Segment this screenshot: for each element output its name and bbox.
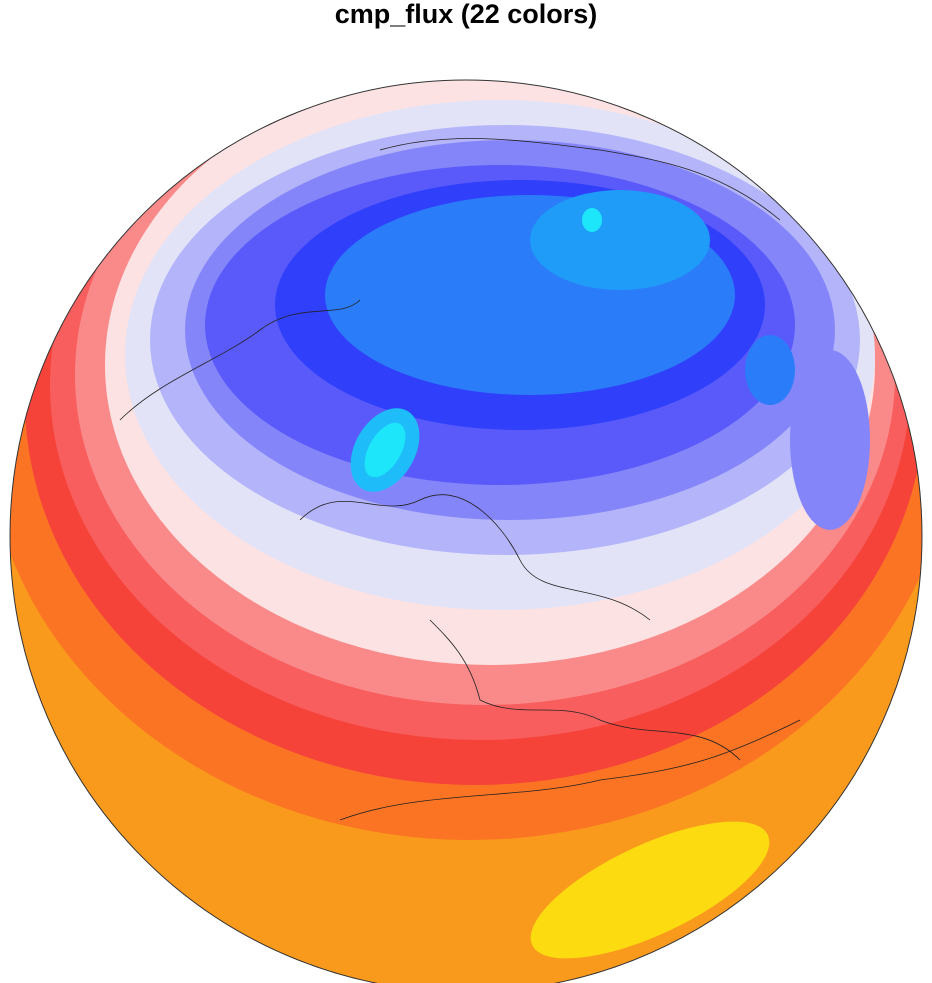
coastline [299, 494, 651, 621]
coastline [379, 138, 781, 221]
globe-outline [9, 79, 923, 983]
band [530, 821, 770, 959]
band [364, 422, 406, 478]
band [745, 335, 795, 405]
map-title: cmp_flux (22 colors) [335, 0, 598, 29]
band [582, 208, 602, 232]
band [530, 190, 710, 290]
coastline [119, 299, 361, 421]
coastline [429, 619, 741, 761]
coastline [339, 719, 801, 821]
